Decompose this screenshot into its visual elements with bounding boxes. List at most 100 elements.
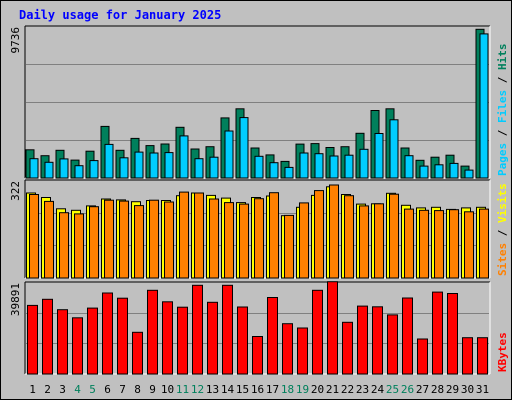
x-tick-label-13: 13 <box>206 383 219 396</box>
bar-kbytes-day-5 <box>87 307 98 375</box>
bar-kbytes-day-10 <box>162 301 173 375</box>
x-tick-label-10: 10 <box>161 383 174 396</box>
bar-files-day-8 <box>134 151 144 179</box>
bar-sites-day-24 <box>374 203 384 279</box>
bar-kbytes-day-6 <box>102 292 113 375</box>
bar-sites-day-16 <box>254 198 264 279</box>
bar-files-day-13 <box>209 156 219 179</box>
bar-sites-day-28 <box>434 210 444 279</box>
bar-sites-day-25 <box>389 193 399 279</box>
label-separator: / <box>496 70 509 90</box>
x-tick-label-16: 16 <box>251 383 264 396</box>
bar-sites-day-6 <box>104 199 114 279</box>
bar-kbytes-day-15 <box>237 306 248 375</box>
series-label-pages: Pages <box>496 143 509 176</box>
bar-sites-day-12 <box>194 192 204 279</box>
bar-kbytes-day-19 <box>297 327 308 375</box>
chart-title: Daily usage for January 2025 <box>19 8 221 22</box>
bar-files-day-31 <box>479 33 489 179</box>
bar-files-day-19 <box>299 152 309 179</box>
bar-files-day-17 <box>269 162 279 179</box>
bar-kbytes-day-22 <box>342 321 353 375</box>
bar-sites-day-27 <box>419 209 429 279</box>
bar-kbytes-day-13 <box>207 301 218 375</box>
bar-kbytes-day-28 <box>432 291 443 375</box>
bar-sites-day-1 <box>29 194 39 279</box>
bar-kbytes-day-25 <box>387 314 398 375</box>
bar-files-day-1 <box>29 158 39 179</box>
bar-files-day-7 <box>119 157 129 179</box>
bar-files-day-4 <box>74 165 84 179</box>
x-tick-label-3: 3 <box>59 383 66 396</box>
bar-files-day-21 <box>329 155 339 179</box>
bar-sites-day-21 <box>329 184 339 279</box>
x-tick-label-28: 28 <box>431 383 444 396</box>
bar-sites-day-7 <box>119 200 129 279</box>
panel-hits_files_pages: 9736 Pages / Files / Hits <box>9 25 509 179</box>
bar-kbytes-day-29 <box>447 293 458 375</box>
series-labels: KBytes <box>496 332 509 372</box>
series-label-hits: Hits <box>496 44 509 71</box>
bar-kbytes-day-24 <box>372 306 383 375</box>
bar-sites-day-31 <box>479 208 489 279</box>
bar-sites-day-19 <box>299 202 309 279</box>
bar-kbytes-day-1 <box>27 304 38 375</box>
x-tick-label-31: 31 <box>476 383 489 396</box>
x-tick-label-7: 7 <box>119 383 126 396</box>
bar-kbytes-day-2 <box>42 298 53 375</box>
bar-sites-day-4 <box>74 213 84 279</box>
x-tick-label-22: 22 <box>341 383 354 396</box>
label-separator: / <box>496 223 509 243</box>
bar-files-day-29 <box>449 162 459 179</box>
x-tick-label-9: 9 <box>149 383 156 396</box>
bar-files-day-2 <box>44 161 54 179</box>
x-tick-label-27: 27 <box>416 383 429 396</box>
bar-files-day-20 <box>314 153 324 179</box>
x-tick-label-12: 12 <box>191 383 204 396</box>
bar-kbytes-day-14 <box>222 284 233 375</box>
bar-sites-day-11 <box>179 191 189 279</box>
bar-files-day-28 <box>434 164 444 179</box>
bar-kbytes-day-23 <box>357 305 368 375</box>
bar-sites-day-2 <box>44 200 54 279</box>
x-tick-label-24: 24 <box>371 383 385 396</box>
bar-sites-day-14 <box>224 202 234 279</box>
bar-files-day-15 <box>239 117 249 179</box>
x-tick-label-4: 4 <box>74 383 81 396</box>
bar-sites-day-3 <box>59 212 69 279</box>
bar-sites-day-22 <box>344 195 354 279</box>
bar-sites-day-30 <box>464 211 474 279</box>
panel-kbytes: 39891 KBytes <box>9 281 509 375</box>
x-tick-label-18: 18 <box>281 383 294 396</box>
bar-files-day-5 <box>89 160 99 179</box>
bar-files-day-25 <box>389 119 399 179</box>
x-axis-labels: 1 2 3 4 5 6 7 8 9 10 11 12 13 14 15 16 17 18 19 20 21 22 23 24 2… <box>29 383 489 396</box>
y-max-label: 9736 <box>9 27 22 54</box>
series-label-files: Files <box>496 90 509 123</box>
x-tick-label-1: 1 <box>29 383 36 396</box>
x-tick-label-8: 8 <box>134 383 141 396</box>
bar-kbytes-day-18 <box>282 323 293 375</box>
bar-sites-day-8 <box>134 205 144 279</box>
bar-sites-day-13 <box>209 198 219 279</box>
y-max-label: 39891 <box>9 283 22 316</box>
series-label-sites: Sites <box>496 243 509 276</box>
bar-kbytes-day-4 <box>72 317 83 375</box>
x-tick-label-21: 21 <box>326 383 339 396</box>
bar-sites-day-20 <box>314 190 324 279</box>
bar-kbytes-day-26 <box>402 297 413 375</box>
bar-files-day-27 <box>419 165 429 179</box>
bar-sites-day-15 <box>239 203 249 279</box>
x-tick-label-29: 29 <box>446 383 459 396</box>
bar-files-day-23 <box>359 148 369 179</box>
x-tick-label-20: 20 <box>311 383 324 396</box>
bar-files-day-18 <box>284 166 294 179</box>
bar-sites-day-18 <box>284 214 294 279</box>
bar-sites-day-5 <box>89 206 99 279</box>
x-tick-label-19: 19 <box>296 383 309 396</box>
bar-kbytes-day-7 <box>117 297 128 375</box>
bar-kbytes-day-9 <box>147 289 158 375</box>
x-tick-label-17: 17 <box>266 383 279 396</box>
